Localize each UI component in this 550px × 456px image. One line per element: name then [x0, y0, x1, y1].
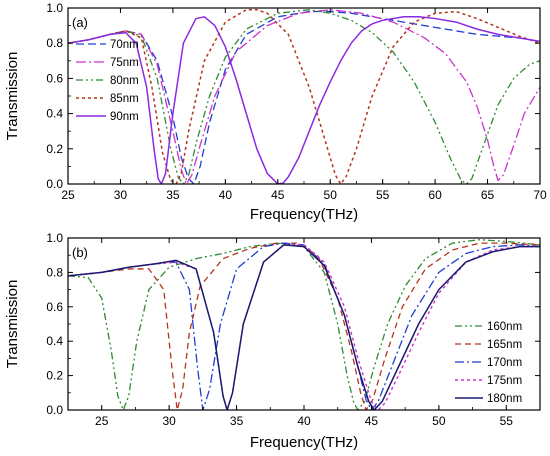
y-tick-label: 0.6: [46, 300, 63, 314]
x-axis-label: Frequency(THz): [250, 206, 358, 223]
panel-a: 25 30 35 40 45 50 55 60 65 70 0.0 0.2 0.4 0.6 0.8 1.0 Fr…: [4, 1, 547, 223]
y-tick-label: 0.2: [46, 369, 63, 383]
series-line-80nm: [68, 9, 540, 184]
y-tick-label: 0.6: [46, 71, 63, 85]
y-tick-label: 0.2: [46, 142, 63, 156]
x-tick-label: 55: [500, 414, 514, 428]
legend-entry-180nm: 180nm: [487, 393, 522, 405]
x-tick-label: 30: [114, 188, 128, 202]
x-tick-label: 60: [428, 188, 442, 202]
legend-entry-165nm: 165nm: [487, 339, 522, 351]
legend-entry-80nm: 80nm: [110, 75, 139, 87]
x-tick-label: 40: [297, 414, 311, 428]
x-tick-label: 30: [162, 414, 176, 428]
panel-b: 25 30 35 40 45 50 55 0.0 0.2 0.4 0.6 0.8 1.0 Frequenc…: [4, 231, 541, 451]
x-tick-label: 45: [365, 414, 379, 428]
legend-entry-85nm: 85nm: [110, 93, 139, 105]
y-axis-label: Transmission: [4, 52, 21, 141]
y-tick-label: 0.0: [46, 403, 63, 417]
x-tick-label: 65: [481, 188, 495, 202]
x-axis-label: Frequency(THz): [250, 434, 358, 451]
legend-entry-90nm: 90nm: [110, 111, 139, 123]
legend: 70nm 75nm 80nm 85nm 90nm: [76, 39, 139, 123]
x-tick-label: 50: [324, 188, 338, 202]
plot-frame: [67, 237, 541, 411]
x-tick-label: 50: [432, 414, 446, 428]
y-tick-label: 0.0: [46, 177, 63, 191]
series-line-165nm: [68, 242, 540, 410]
legend: 160nm 165nm 170nm 175nm 180nm: [455, 321, 522, 405]
legend-entry-170nm: 170nm: [487, 357, 522, 369]
x-tick-label: 25: [95, 414, 109, 428]
legend-entry-70nm: 70nm: [110, 39, 139, 51]
x-tick-label: 25: [61, 188, 75, 202]
plot-area: [68, 239, 540, 410]
series-line-170nm: [68, 242, 540, 410]
panel-label: (b): [72, 245, 88, 260]
y-tick-label: 0.8: [46, 265, 63, 279]
x-tick-label: 40: [219, 188, 233, 202]
y-tick-label: 0.4: [46, 334, 63, 348]
series-line-175nm: [68, 244, 540, 410]
y-tick-label: 0.8: [46, 36, 63, 50]
y-tick-label: 1.0: [46, 231, 63, 245]
legend-entry-175nm: 175nm: [487, 375, 522, 387]
y-axis-label: Transmission: [4, 280, 21, 369]
x-tick-label: 35: [230, 414, 244, 428]
legend-entry-160nm: 160nm: [487, 321, 522, 333]
panel-label: (a): [72, 15, 88, 30]
y-tick-label: 0.4: [46, 107, 63, 121]
x-tick-label: 55: [376, 188, 390, 202]
x-tick-label: 70: [533, 188, 547, 202]
y-tick-label: 1.0: [46, 1, 63, 15]
series-line-75nm: [68, 9, 540, 184]
x-tick-label: 35: [166, 188, 180, 202]
series-line-180nm: [68, 244, 540, 410]
series-line-90nm: [68, 16, 540, 184]
x-tick-label: 45: [271, 188, 285, 202]
series-line-85nm: [68, 9, 540, 184]
legend-entry-75nm: 75nm: [110, 57, 139, 69]
plot-area: [68, 9, 540, 184]
